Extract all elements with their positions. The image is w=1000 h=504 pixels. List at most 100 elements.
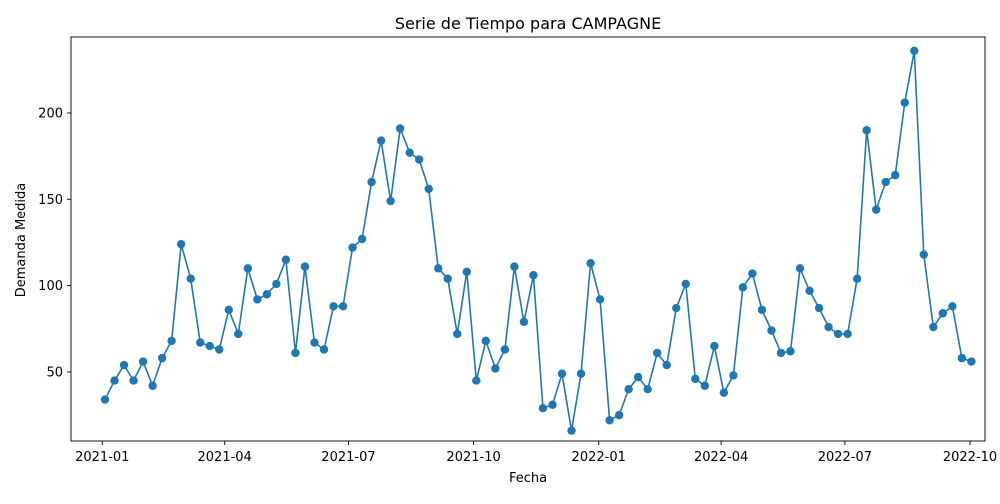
data-point bbox=[567, 426, 576, 435]
data-point bbox=[786, 347, 795, 356]
data-point bbox=[605, 416, 614, 425]
data-point bbox=[395, 124, 405, 133]
data-point bbox=[776, 348, 786, 358]
data-point bbox=[138, 357, 148, 366]
data-point bbox=[405, 148, 414, 157]
data-point bbox=[824, 322, 833, 332]
data-point bbox=[453, 329, 462, 339]
data-point bbox=[843, 329, 852, 339]
data-point bbox=[234, 329, 243, 339]
data-point bbox=[462, 267, 471, 276]
data-point bbox=[576, 369, 586, 378]
data-point bbox=[386, 196, 395, 206]
data-point bbox=[767, 326, 776, 335]
data-point bbox=[948, 302, 957, 311]
x-tick-label: 2022-04 bbox=[694, 450, 748, 465]
data-point bbox=[329, 302, 338, 311]
x-tick-label: 2021-01 bbox=[75, 450, 129, 465]
x-axis: 2021-01 2021-04 2021-07 2021-10 2022-01 2022-… bbox=[75, 441, 997, 465]
data-point bbox=[491, 364, 500, 373]
data-point bbox=[757, 305, 767, 314]
data-point bbox=[443, 274, 452, 283]
data-point bbox=[414, 155, 424, 164]
data-point bbox=[167, 336, 176, 346]
data-point bbox=[310, 338, 319, 347]
data-point bbox=[643, 385, 652, 394]
data-point bbox=[967, 357, 976, 366]
x-tick-label: 2021-04 bbox=[198, 450, 252, 465]
y-tick-label: 150 bbox=[38, 193, 63, 208]
data-point bbox=[243, 264, 253, 273]
x-tick-label: 2021-07 bbox=[321, 450, 375, 465]
data-point bbox=[215, 345, 224, 354]
data-point bbox=[319, 345, 329, 354]
data-point bbox=[196, 338, 205, 347]
data-point bbox=[881, 177, 890, 187]
data-point bbox=[700, 381, 710, 390]
data-point bbox=[376, 136, 386, 145]
y-tick-label: 100 bbox=[38, 279, 63, 294]
data-point bbox=[119, 360, 129, 370]
data-point bbox=[338, 302, 348, 311]
data-point bbox=[510, 262, 519, 271]
x-tick-label: 2021-10 bbox=[446, 450, 500, 465]
series-line bbox=[104, 50, 972, 431]
data-point bbox=[262, 290, 272, 299]
data-point bbox=[357, 234, 367, 244]
data-point bbox=[891, 170, 900, 180]
data-point bbox=[938, 309, 948, 318]
x-tick-label: 2022-01 bbox=[572, 450, 626, 465]
x-tick-label: 2022-07 bbox=[818, 450, 872, 465]
data-point bbox=[719, 388, 729, 397]
data-point bbox=[672, 303, 681, 313]
data-point bbox=[653, 348, 662, 358]
y-axis: 50 100 150 200 bbox=[38, 106, 71, 380]
data-point bbox=[481, 336, 491, 346]
data-point bbox=[224, 305, 233, 314]
data-point bbox=[281, 255, 291, 264]
data-point bbox=[557, 369, 567, 378]
data-point bbox=[862, 126, 871, 135]
data-point bbox=[814, 303, 824, 313]
data-point bbox=[662, 360, 671, 370]
data-point bbox=[519, 317, 529, 327]
plot-area bbox=[70, 36, 986, 442]
data-point bbox=[129, 376, 138, 385]
data-point bbox=[614, 410, 624, 420]
data-point bbox=[710, 341, 719, 351]
data-point bbox=[348, 243, 357, 252]
data-point bbox=[586, 258, 595, 268]
data-point bbox=[900, 98, 909, 107]
data-point bbox=[148, 381, 157, 390]
data-point bbox=[748, 269, 757, 278]
data-point bbox=[424, 184, 433, 194]
data-point bbox=[624, 385, 633, 394]
data-point bbox=[738, 283, 748, 292]
data-point bbox=[795, 264, 805, 273]
data-point bbox=[910, 46, 919, 56]
data-point bbox=[176, 239, 186, 249]
data-point bbox=[500, 345, 510, 354]
y-tick-label: 50 bbox=[46, 365, 63, 380]
data-point bbox=[472, 376, 481, 385]
data-point bbox=[434, 264, 443, 273]
data-point bbox=[871, 205, 881, 214]
data-point bbox=[529, 271, 538, 280]
data-point bbox=[833, 329, 843, 339]
data-point bbox=[805, 286, 814, 295]
data-point bbox=[291, 348, 300, 358]
data-point bbox=[110, 376, 119, 385]
data-point bbox=[300, 262, 310, 271]
y-tick-label: 200 bbox=[38, 106, 63, 121]
data-point bbox=[548, 400, 557, 409]
data-point bbox=[691, 374, 700, 384]
data-point bbox=[100, 395, 110, 404]
data-point bbox=[729, 371, 738, 380]
axes-frame bbox=[70, 36, 986, 442]
data-point bbox=[186, 274, 195, 283]
data-point bbox=[919, 250, 928, 259]
chart-title: Serie de Tiempo para CAMPAGNE bbox=[395, 14, 661, 33]
data-point bbox=[633, 372, 643, 382]
data-point bbox=[595, 295, 605, 304]
